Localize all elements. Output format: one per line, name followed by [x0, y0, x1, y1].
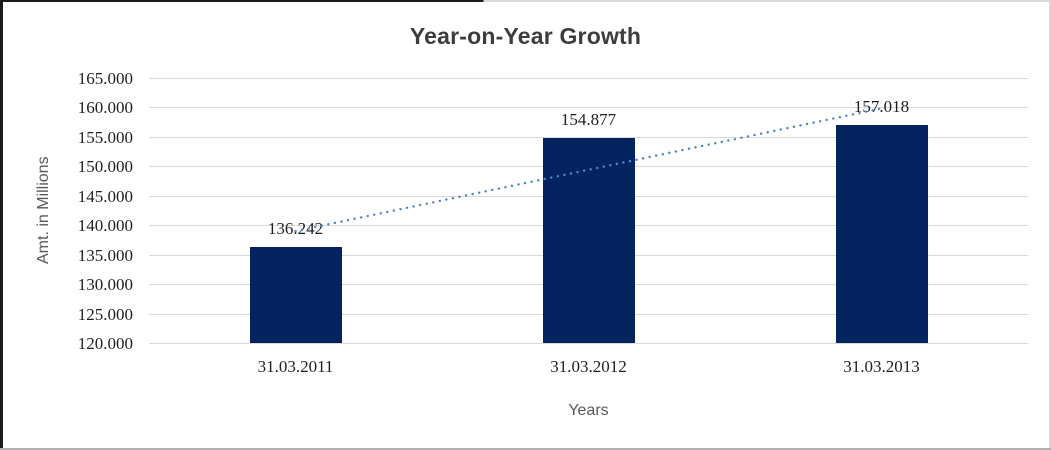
x-axis-title: Years	[568, 402, 609, 419]
y-tick-label: 150.000	[77, 157, 133, 177]
bar-31.03.2013	[835, 125, 928, 343]
y-tick-label: 130.000	[77, 275, 133, 295]
y-tick-label: 165.000	[77, 69, 133, 88]
gridline	[149, 107, 1028, 109]
x-tick-label: 31.03.2011	[257, 357, 334, 376]
y-tick-label: 140.000	[77, 216, 133, 236]
chart-title: Year-on-Year Growth	[409, 23, 642, 49]
trendline	[294, 107, 881, 233]
bar-31.03.2011	[249, 247, 342, 343]
data-label: 157.018	[853, 97, 910, 117]
x-tick-label: 31.03.2013	[843, 357, 920, 376]
y-tick-label: 160.000	[77, 98, 133, 118]
data-label: 154.877	[560, 109, 617, 129]
frame-border-top	[0, 0, 1051, 2]
y-axis-title: Amt. in Millions	[35, 156, 52, 265]
plot-area: 136.242 154.877 157.018	[149, 78, 1028, 344]
x-tick-label: 31.03.2012	[550, 357, 627, 376]
y-tick-label: 135.000	[77, 245, 133, 265]
frame-border-bottom	[0, 448, 1051, 450]
frame-border-left	[0, 0, 3, 450]
x-axis-line	[149, 343, 1028, 344]
y-tick-label: 120.000	[77, 334, 133, 353]
gridline	[149, 136, 1028, 138]
bar-31.03.2012	[542, 137, 635, 343]
y-tick-label: 145.000	[77, 186, 133, 206]
data-label: 136.242	[267, 219, 324, 239]
y-tick-label: 125.000	[77, 304, 133, 324]
frame-border-right	[1049, 0, 1051, 450]
y-tick-label: 155.000	[77, 127, 133, 147]
gridline	[149, 78, 1028, 79]
